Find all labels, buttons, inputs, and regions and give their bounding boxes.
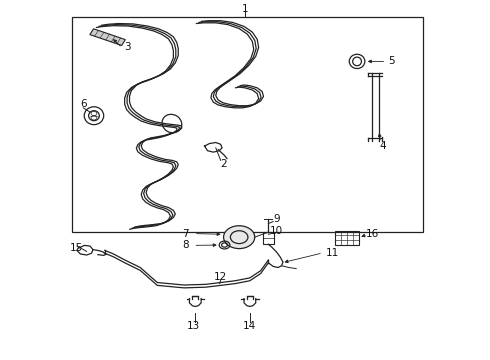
Text: 2: 2 xyxy=(220,159,226,169)
Circle shape xyxy=(223,226,255,249)
Text: 6: 6 xyxy=(80,99,87,109)
Text: 4: 4 xyxy=(379,141,386,151)
Text: 10: 10 xyxy=(270,226,283,237)
Bar xyxy=(72,18,423,232)
Polygon shape xyxy=(90,29,125,45)
Bar xyxy=(335,231,359,245)
Text: 11: 11 xyxy=(326,248,339,258)
Text: 5: 5 xyxy=(388,57,394,66)
Bar xyxy=(263,232,274,244)
Text: 7: 7 xyxy=(182,229,189,239)
Text: 9: 9 xyxy=(273,214,280,224)
Text: 16: 16 xyxy=(366,229,379,239)
Text: 12: 12 xyxy=(214,272,227,282)
Text: 3: 3 xyxy=(124,42,130,52)
Text: 15: 15 xyxy=(70,243,83,253)
Text: 8: 8 xyxy=(182,240,189,250)
Text: 1: 1 xyxy=(242,4,248,14)
Text: 14: 14 xyxy=(243,321,256,331)
Text: 13: 13 xyxy=(187,321,200,331)
